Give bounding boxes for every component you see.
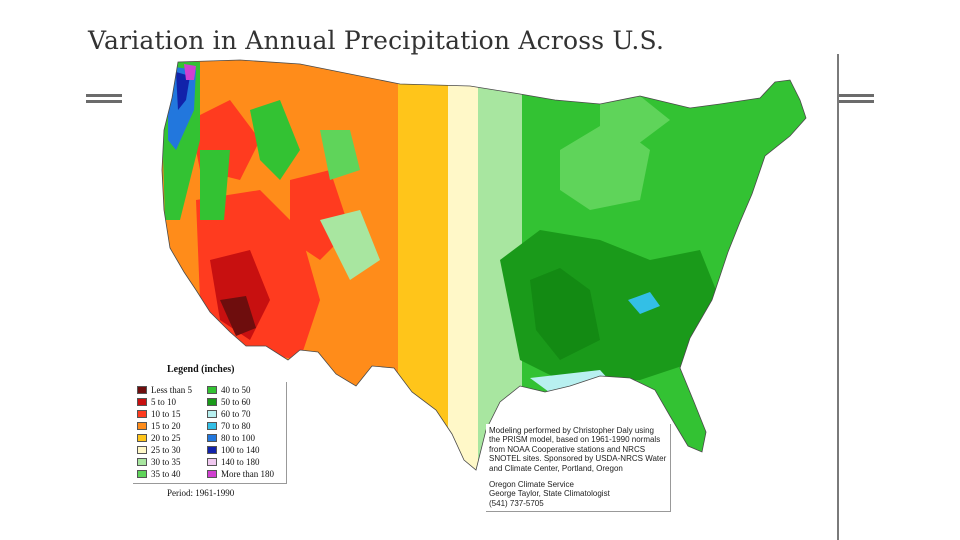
legend-swatch [137,398,147,406]
legend-swatch [207,458,217,466]
legend-swatch [207,470,217,478]
legend-swatch [137,434,147,442]
legend-label: 35 to 40 [151,469,181,479]
legend-item: 70 to 80 [207,420,274,432]
legend-swatch [207,446,217,454]
credits-paragraph: Modeling performed by Christopher Daly u… [489,426,667,473]
legend-item: Less than 5 [137,384,192,396]
legend-item: 35 to 40 [137,468,192,480]
legend-item: 140 to 180 [207,456,274,468]
credits-box: Modeling performed by Christopher Daly u… [486,424,671,513]
legend-swatch [137,470,147,478]
legend-item: 25 to 30 [137,444,192,456]
legend-swatch [137,386,147,394]
legend-label: More than 180 [221,469,274,479]
legend-swatch [207,398,217,406]
decorative-bar-right [838,94,874,103]
legend-period: Period: 1961-1990 [167,488,235,498]
legend-label: 25 to 30 [151,445,181,455]
credits-line: (541) 737-5705 [489,498,544,508]
legend-box [133,382,287,484]
vertical-divider [837,54,839,540]
legend-label: Less than 5 [151,385,192,395]
legend-item: 50 to 60 [207,396,274,408]
legend-item: 10 to 15 [137,408,192,420]
legend-item: More than 180 [207,468,274,480]
legend-swatch [207,422,217,430]
legend-label: 60 to 70 [221,409,251,419]
legend-swatch [137,446,147,454]
legend-swatch [137,458,147,466]
legend-item: 60 to 70 [207,408,274,420]
credits-line: George Taylor, State Climatologist [489,489,610,499]
legend-item: 80 to 100 [207,432,274,444]
legend-item: 30 to 35 [137,456,192,468]
map-legend: Legend (inches) Less than 5 5 to 10 10 to … [133,364,287,498]
legend-label: 30 to 35 [151,457,181,467]
legend-item: 40 to 50 [207,384,274,396]
legend-swatch [207,386,217,394]
legend-swatch [207,410,217,418]
decorative-bar-left [86,94,122,103]
legend-item: 5 to 10 [137,396,192,408]
legend-label: 10 to 15 [151,409,181,419]
legend-column-1: Less than 5 5 to 10 10 to 15 15 to 20 20 to … [137,384,192,480]
slide-title: Variation in Annual Precipitation Across… [88,26,665,55]
legend-item: 100 to 140 [207,444,274,456]
legend-label: 50 to 60 [221,397,251,407]
legend-swatch [207,434,217,442]
legend-title: Legend (inches) [167,364,235,375]
legend-swatch [137,410,147,418]
legend-label: 5 to 10 [151,397,177,407]
legend-label: 40 to 50 [221,385,251,395]
legend-item: 20 to 25 [137,432,192,444]
legend-label: 70 to 80 [221,421,251,431]
us-outline [161,59,807,471]
legend-swatch [137,422,147,430]
legend-label: 100 to 140 [221,445,260,455]
legend-label: 20 to 25 [151,433,181,443]
legend-label: 80 to 100 [221,433,256,443]
legend-column-2: 40 to 50 50 to 60 60 to 70 70 to 80 80 to 10… [207,384,274,480]
legend-label: 15 to 20 [151,421,181,431]
credits-line: Oregon Climate Service [489,480,574,490]
legend-label: 140 to 180 [221,457,260,467]
legend-item: 15 to 20 [137,420,192,432]
